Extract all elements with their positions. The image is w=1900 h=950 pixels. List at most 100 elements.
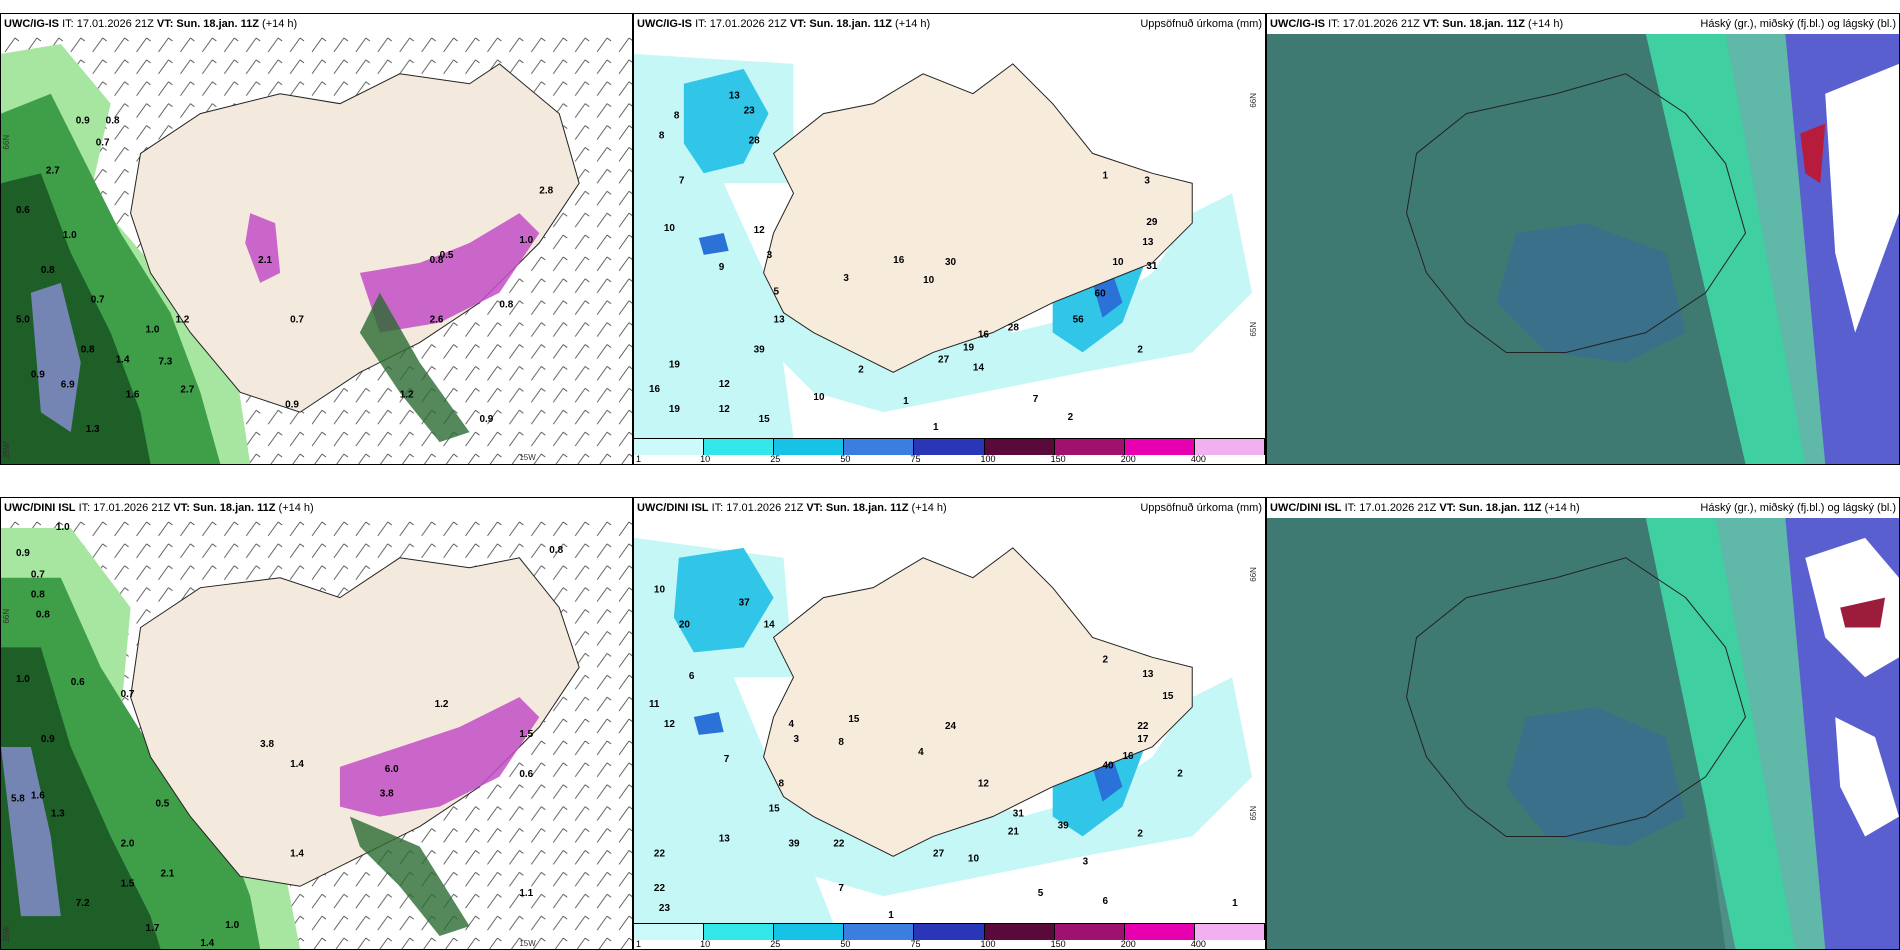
init-time: IT: 17.01.2026 21Z [711,502,804,514]
legend-tick-label: 25 [770,454,781,464]
value-label: 1.4 [290,848,304,859]
value-label: 1.0 [225,920,239,931]
model-name: UWC/IG-IS [4,18,59,30]
legend-tick-label: 400 [1190,939,1206,949]
value-label: 13 [774,315,786,326]
value-label: 21 [1008,826,1020,837]
accum-precip-map[interactable]: 66N 65N 8 8 7 10 9 13 23 28 12 3 5 13 39… [634,34,1265,438]
value-label: 1.0 [146,325,160,336]
lead-time: (+14 h) [1544,502,1580,514]
value-label: 1.2 [400,389,414,400]
value-label: 0.9 [16,548,30,559]
legend-swatch [914,439,985,455]
panel-header: UWC/DINI ISL IT: 17.01.2026 21Z VT: Sun.… [634,498,1265,518]
value-label: 2.6 [430,315,444,326]
value-label: 22 [833,838,845,849]
legend-tick-label: 50 [840,939,851,949]
value-label: 5.8 [11,794,25,805]
wind-precip-panel-bottom: UWC/DINI ISL IT: 17.01.2026 21Z VT: Sun.… [0,497,633,950]
valid-label: VT: [789,18,807,30]
value-label: 9 [719,262,725,273]
value-label: 0.5 [440,250,454,261]
init-time: IT: 17.01.2026 21Z [1344,502,1437,514]
value-label: 12 [978,779,990,790]
value-label: 2.0 [121,838,135,849]
model-name: UWC/IG-IS [637,18,692,30]
value-label: 4 [789,719,795,730]
value-label: 8 [659,130,665,141]
legend-tick-label: 75 [910,939,921,949]
value-label: 1.5 [519,729,533,740]
value-label: 0.7 [290,315,304,326]
value-label: 4 [918,747,924,758]
value-label: 15 [1162,691,1174,702]
lead-time: (+14 h) [895,18,931,30]
value-label: 7.2 [76,898,90,909]
legend-tick-label: 100 [980,939,996,949]
model-name: UWC/DINI ISL [637,502,709,514]
accum-precip-map[interactable]: 66N 65N 10 20 14 37 6 11 12 7 4 3 8 15 3… [634,518,1265,923]
value-label: 5 [774,287,780,298]
value-label: 1 [1232,898,1238,909]
init-time: IT: 17.01.2026 21Z [78,502,171,514]
precip-legend: 1 10 25 50 75 100 150 200 400 [634,438,1265,464]
value-label: 1.0 [519,235,533,246]
value-label: 0.5 [156,799,170,810]
legend-swatch [634,439,705,455]
valid-time: Sun. 18.jan. 11Z [825,502,909,514]
value-label: 10 [1112,257,1124,268]
wind-precip-panel-top: UWC/IG-IS IT: 17.01.2026 21Z VT: Sun. 18… [0,13,633,465]
legend-swatch [844,439,915,455]
value-label: 60 [1095,289,1107,300]
value-label: 6.0 [385,764,399,775]
value-label: 7 [679,175,685,186]
value-label: 39 [754,344,766,355]
value-label: 8 [838,737,844,748]
value-label: 12 [719,404,731,415]
panel-title: Háský (gr.), miðský (fj.bl.) og lágský (… [1700,502,1896,514]
grid-label: 25W [2,925,11,942]
grid-label: 25W [2,441,11,458]
legend-colorbar [634,438,1265,455]
value-label: 0.8 [41,265,55,276]
value-label: 1 [933,422,939,433]
value-label: 22 [654,848,666,859]
value-label: 0.9 [76,116,90,127]
value-label: 19 [669,404,681,415]
value-label: 13 [1142,669,1154,680]
value-label: 8 [674,111,680,122]
value-label: 5 [1038,888,1044,899]
clouds-panel-top: UWC/IG-IS IT: 17.01.2026 21Z VT: Sun. 18… [1266,13,1900,465]
clouds-map[interactable] [1267,518,1899,949]
legend-swatch [1194,924,1265,940]
value-label: 16 [1122,751,1134,762]
legend-tick-label: 400 [1190,454,1206,464]
valid-time: Sun. 18.jan. 11Z [192,502,276,514]
value-label: 8 [779,779,785,790]
valid-label: VT: [173,502,190,514]
value-label: 1.4 [200,938,214,949]
accum-precip-panel-top: UWC/IG-IS IT: 17.01.2026 21Z VT: Sun. 18… [633,13,1266,465]
accum-precip-panel-bottom: UWC/DINI ISL IT: 17.01.2026 21Z VT: Sun.… [633,497,1266,950]
legend-swatch [1054,439,1125,455]
panel-title: Háský (gr.), miðský (fj.bl.) og lágský (… [1700,18,1896,30]
valid-time: Sun. 18.jan. 11Z [1442,18,1525,30]
value-label: 15 [769,804,781,815]
legend-tick-label: 10 [700,454,711,464]
value-label: 20 [679,619,691,630]
value-label: 3 [767,250,773,261]
value-label: 2 [858,364,864,375]
legend-swatch [704,924,775,940]
legend-tick-label: 75 [910,454,921,464]
value-label: 14 [973,362,985,373]
value-label: 1.5 [121,878,135,889]
value-label: 2.7 [46,165,60,176]
wind-precip-map[interactable]: 66N 25W 15W 1.0 0.9 0.8 0.7 0.8 0.6 1.0 … [1,518,632,949]
clouds-map[interactable] [1267,34,1899,464]
value-label: 37 [739,598,751,609]
value-label: 23 [659,903,671,914]
value-label: 1.7 [146,923,160,934]
value-label: 12 [719,379,731,390]
legend-ticks: 1 10 25 50 75 100 150 200 400 [634,939,1265,949]
wind-precip-map[interactable]: 66N 25W 15W 0.9 0.8 0.7 2.7 0.6 1.0 0.8 … [1,34,632,464]
